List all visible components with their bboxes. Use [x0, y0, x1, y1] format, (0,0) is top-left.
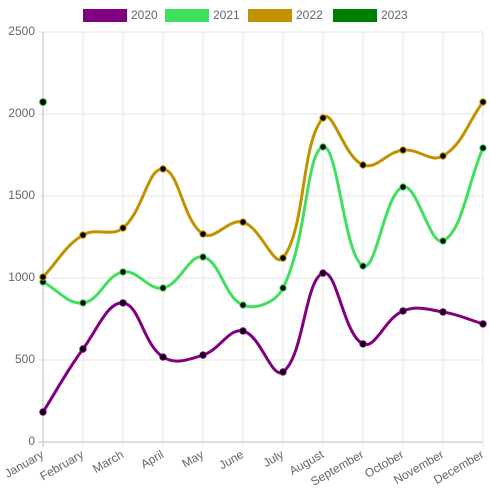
data-point: [159, 353, 167, 361]
x-tick-label: May: [179, 447, 206, 470]
data-point: [119, 268, 127, 276]
data-point: [39, 273, 47, 281]
data-point: [159, 165, 167, 173]
data-point: [79, 231, 87, 239]
data-point: [479, 144, 487, 152]
data-point: [199, 253, 207, 261]
legend-label: 2021: [213, 8, 240, 22]
legend-swatch: [333, 9, 377, 22]
legend-swatch: [248, 9, 292, 22]
x-tick-label: June: [217, 447, 247, 472]
data-point: [159, 284, 167, 292]
data-point: [119, 224, 127, 232]
data-point: [439, 152, 447, 160]
legend-label: 2020: [131, 8, 158, 22]
x-tick-label: July: [261, 447, 286, 470]
data-point: [79, 299, 87, 307]
series-line: [41, 101, 485, 279]
legend-label: 2023: [381, 8, 408, 22]
data-point: [399, 183, 407, 191]
y-tick-label: 1500: [8, 188, 35, 202]
data-point: [199, 351, 207, 359]
data-point: [439, 308, 447, 316]
data-point: [359, 262, 367, 270]
data-point: [239, 301, 247, 309]
data-point: [199, 230, 207, 238]
data-point: [79, 345, 87, 353]
data-point: [39, 98, 47, 106]
data-point: [239, 218, 247, 226]
data-point: [239, 327, 247, 335]
x-tick-label: February: [37, 447, 86, 483]
x-tick-label: March: [90, 447, 126, 476]
legend-swatch: [83, 9, 127, 22]
data-point: [319, 114, 327, 122]
data-point: [479, 320, 487, 328]
y-tick-label: 500: [15, 352, 35, 366]
data-point: [439, 237, 447, 245]
series-line: [42, 145, 485, 309]
series-line: [41, 271, 484, 413]
x-tick-label: April: [138, 447, 166, 471]
y-tick-label: 2000: [8, 106, 35, 120]
y-tick-label: 2500: [8, 24, 35, 38]
data-point: [279, 254, 287, 262]
legend-swatch: [165, 9, 209, 22]
data-point: [399, 307, 407, 315]
data-point: [39, 408, 47, 416]
data-point: [319, 143, 327, 151]
legend-label: 2022: [296, 8, 323, 22]
data-point: [319, 269, 327, 277]
data-point: [359, 340, 367, 348]
data-point: [279, 368, 287, 376]
data-point: [279, 284, 287, 292]
y-tick-label: 1000: [8, 270, 35, 284]
data-point: [479, 98, 487, 106]
data-point: [399, 146, 407, 154]
data-point: [119, 299, 127, 307]
data-point: [359, 161, 367, 169]
y-tick-label: 0: [28, 434, 35, 448]
